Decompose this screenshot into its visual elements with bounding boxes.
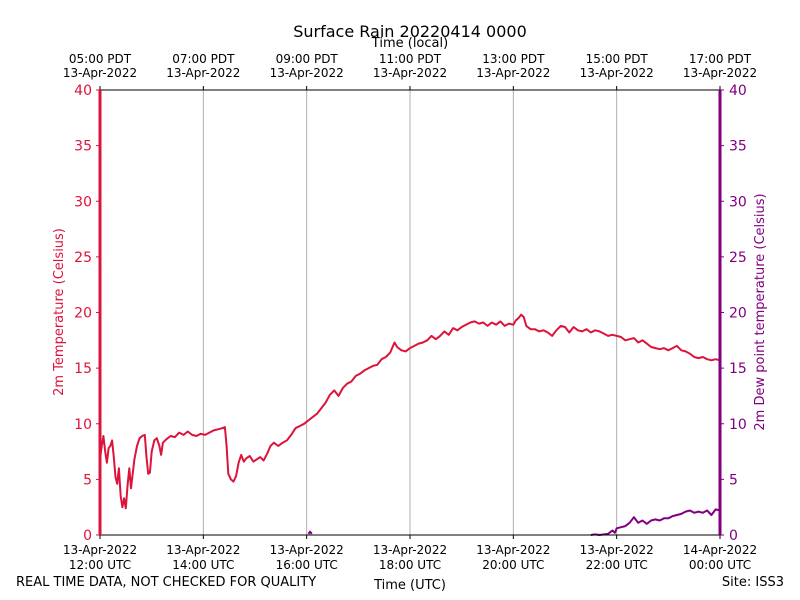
x-tick-label-date: 13-Apr-2022 [63,543,137,557]
x-tick-label-time: 20:00 UTC [482,558,544,572]
y-tick-label-left: 15 [74,361,92,377]
top-axis-label: Time (local) [371,36,448,51]
x-top-label-date: 13-Apr-2022 [476,66,550,80]
site-label: Site: ISS3 [721,575,784,590]
x-top-label-time: 15:00 PDT [586,52,649,66]
x-tick-label-date: 13-Apr-2022 [580,543,654,557]
x-tick-label-time: 00:00 UTC [689,558,751,572]
x-tick-label-time: 14:00 UTC [172,558,234,572]
temperature-line [99,313,721,510]
y-tick-label-right: 35 [729,139,747,155]
y-tick-label-right: 5 [729,472,738,488]
x-top-label-time: 09:00 PDT [276,52,339,66]
x-tick-label-time: 22:00 UTC [586,558,648,572]
y-tick-label-left: 5 [83,472,92,488]
y-tick-label-left: 20 [74,306,92,322]
x-top-label-date: 13-Apr-2022 [166,66,240,80]
y-tick-label-left: 10 [74,417,92,433]
y-tick-label-right: 30 [729,194,747,210]
x-top-label-date: 13-Apr-2022 [580,66,654,80]
y-tick-label-right: 40 [729,83,747,99]
y-tick-label-left: 35 [74,139,92,155]
x-tick-label-date: 14-Apr-2022 [683,543,757,557]
chart-title: Surface Rain 20220414 0000 [293,22,527,41]
x-tick-label-time: 16:00 UTC [276,558,338,572]
x-tick-label-date: 13-Apr-2022 [476,543,550,557]
y-tick-label-left: 0 [83,528,92,544]
quality-note: REAL TIME DATA, NOT CHECKED FOR QUALITY [16,575,317,590]
x-top-label-time: 13:00 PDT [482,52,545,66]
x-top-label-date: 13-Apr-2022 [63,66,137,80]
y-tick-label-left: 40 [74,83,92,99]
y-tick-label-right: 25 [729,250,747,266]
x-axis-label: Time (UTC) [373,578,446,593]
x-top-label-time: 07:00 PDT [172,52,235,66]
x-top-label-time: 17:00 PDT [689,52,752,66]
y-tick-label-right: 20 [729,306,747,322]
y-tick-label-right: 10 [729,417,747,433]
x-top-label-date: 13-Apr-2022 [270,66,344,80]
x-tick-label-time: 18:00 UTC [379,558,441,572]
y-axis-label-right: 2m Dew point temperature (Celsius) [753,193,768,430]
x-top-label-date: 13-Apr-2022 [373,66,447,80]
grid-lines [202,90,618,535]
series-layer [99,313,721,536]
y-tick-label-right: 15 [729,361,747,377]
y-axis-label-left: 2m Temperature (Celsius) [52,228,67,396]
x-tick-label-date: 13-Apr-2022 [373,543,447,557]
y-tick-label-left: 25 [74,250,92,266]
y-tick-label-right: 0 [729,528,738,544]
x-top-label-date: 13-Apr-2022 [683,66,757,80]
x-top-label-time: 11:00 PDT [379,52,442,66]
x-tick-label-date: 13-Apr-2022 [166,543,240,557]
x-tick-label-time: 12:00 UTC [69,558,131,572]
y-tick-label-left: 30 [74,194,92,210]
x-tick-label-date: 13-Apr-2022 [270,543,344,557]
dewpoint-line [307,508,721,536]
x-top-label-time: 05:00 PDT [69,52,132,66]
tick-labels: 0 0 5 5 10 10 15 15 20 20 25 25 30 30 35 35 40 40 13-Apr-2… [63,52,757,572]
